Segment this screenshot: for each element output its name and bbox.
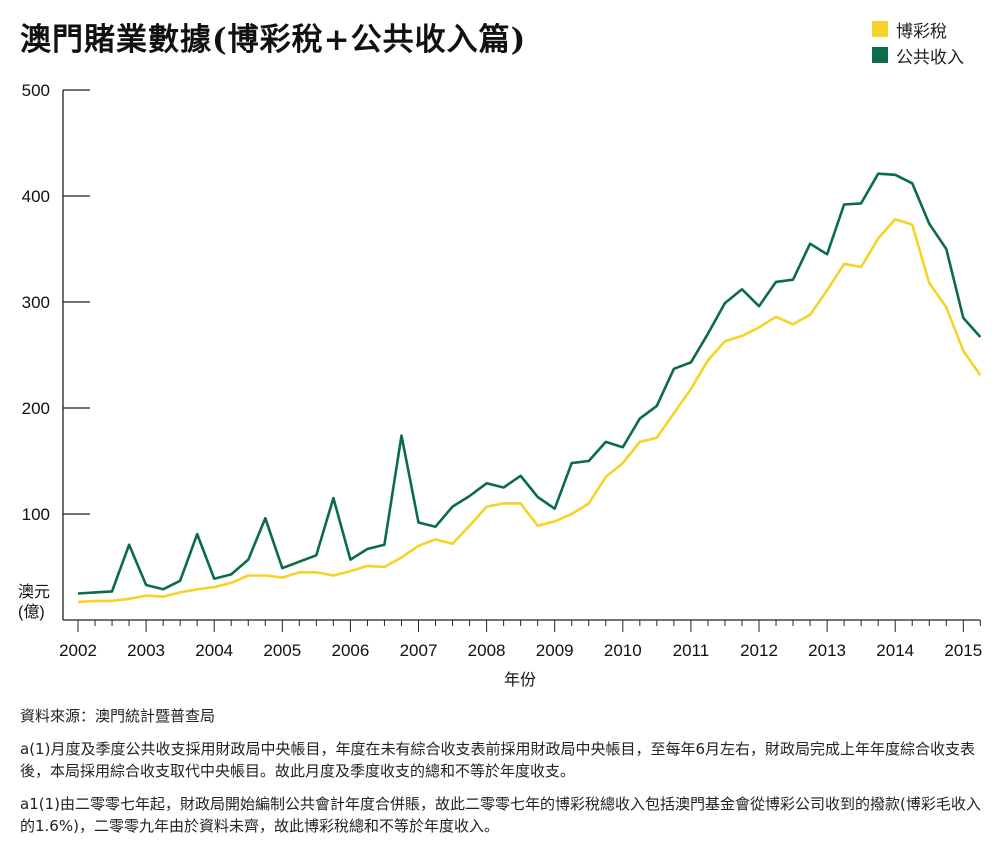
footnote-2: a1(1)由二零零七年起，財政局開始編制公共會計年度合併賬，故此二零零七年的博彩… <box>20 795 981 835</box>
legend-swatch-gaming-tax <box>872 21 888 37</box>
legend-swatch-public-revenue <box>872 47 888 63</box>
x-tick-label-2005: 2005 <box>263 641 301 660</box>
footnote-1: a(1)月度及季度公共收支採用財政局中央帳目，年度在未有綜合收支表前採用財政局中… <box>20 740 975 780</box>
x-tick-label-2002: 2002 <box>59 641 97 660</box>
x-tick-label-2008: 2008 <box>468 641 506 660</box>
x-tick-label-2006: 2006 <box>331 641 369 660</box>
y-tick-label-100: 100 <box>22 505 50 524</box>
x-tick-label-2012: 2012 <box>740 641 778 660</box>
chart-title: 澳門賭業數據(博彩稅+公共收入篇) <box>20 22 527 58</box>
x-tick-label-2013: 2013 <box>808 641 846 660</box>
x-tick-label-2007: 2007 <box>400 641 438 660</box>
x-tick-label-2004: 2004 <box>195 641 233 660</box>
legend-item-gaming-tax: 博彩稅 <box>872 16 964 42</box>
legend-label-public-revenue: 公共收入 <box>896 47 964 68</box>
y-tick-label-200: 200 <box>22 399 50 418</box>
legend-label-gaming-tax: 博彩稅 <box>896 21 947 42</box>
y-tick-label-500: 500 <box>22 81 50 100</box>
x-tick-label-2010: 2010 <box>604 641 642 660</box>
y-tick-label-400: 400 <box>22 187 50 206</box>
series-line-public-revenue <box>77 172 982 595</box>
y-axis-title-line-2: (億) <box>18 603 45 621</box>
legend-item-public-revenue: 公共收入 <box>872 42 964 68</box>
x-tick-label-2014: 2014 <box>876 641 914 660</box>
source-note: 資料來源：澳門統計暨普查局 <box>20 707 216 725</box>
x-tick-label-2009: 2009 <box>536 641 574 660</box>
x-axis-title: 年份 <box>504 671 536 689</box>
y-tick-label-300: 300 <box>22 293 50 312</box>
x-tick-label-2015: 2015 <box>944 641 982 660</box>
x-tick-label-2003: 2003 <box>127 641 165 660</box>
x-tick-label-2011: 2011 <box>673 641 710 660</box>
y-axis-title-line-1: 澳元 <box>18 583 50 601</box>
line-chart: 100 200 300 400 500 2002 2003 2004 2005 2006 2007 2… <box>18 81 982 689</box>
series-line-gaming-tax <box>77 218 982 604</box>
legend: 博彩稅 公共收入 <box>872 16 964 68</box>
